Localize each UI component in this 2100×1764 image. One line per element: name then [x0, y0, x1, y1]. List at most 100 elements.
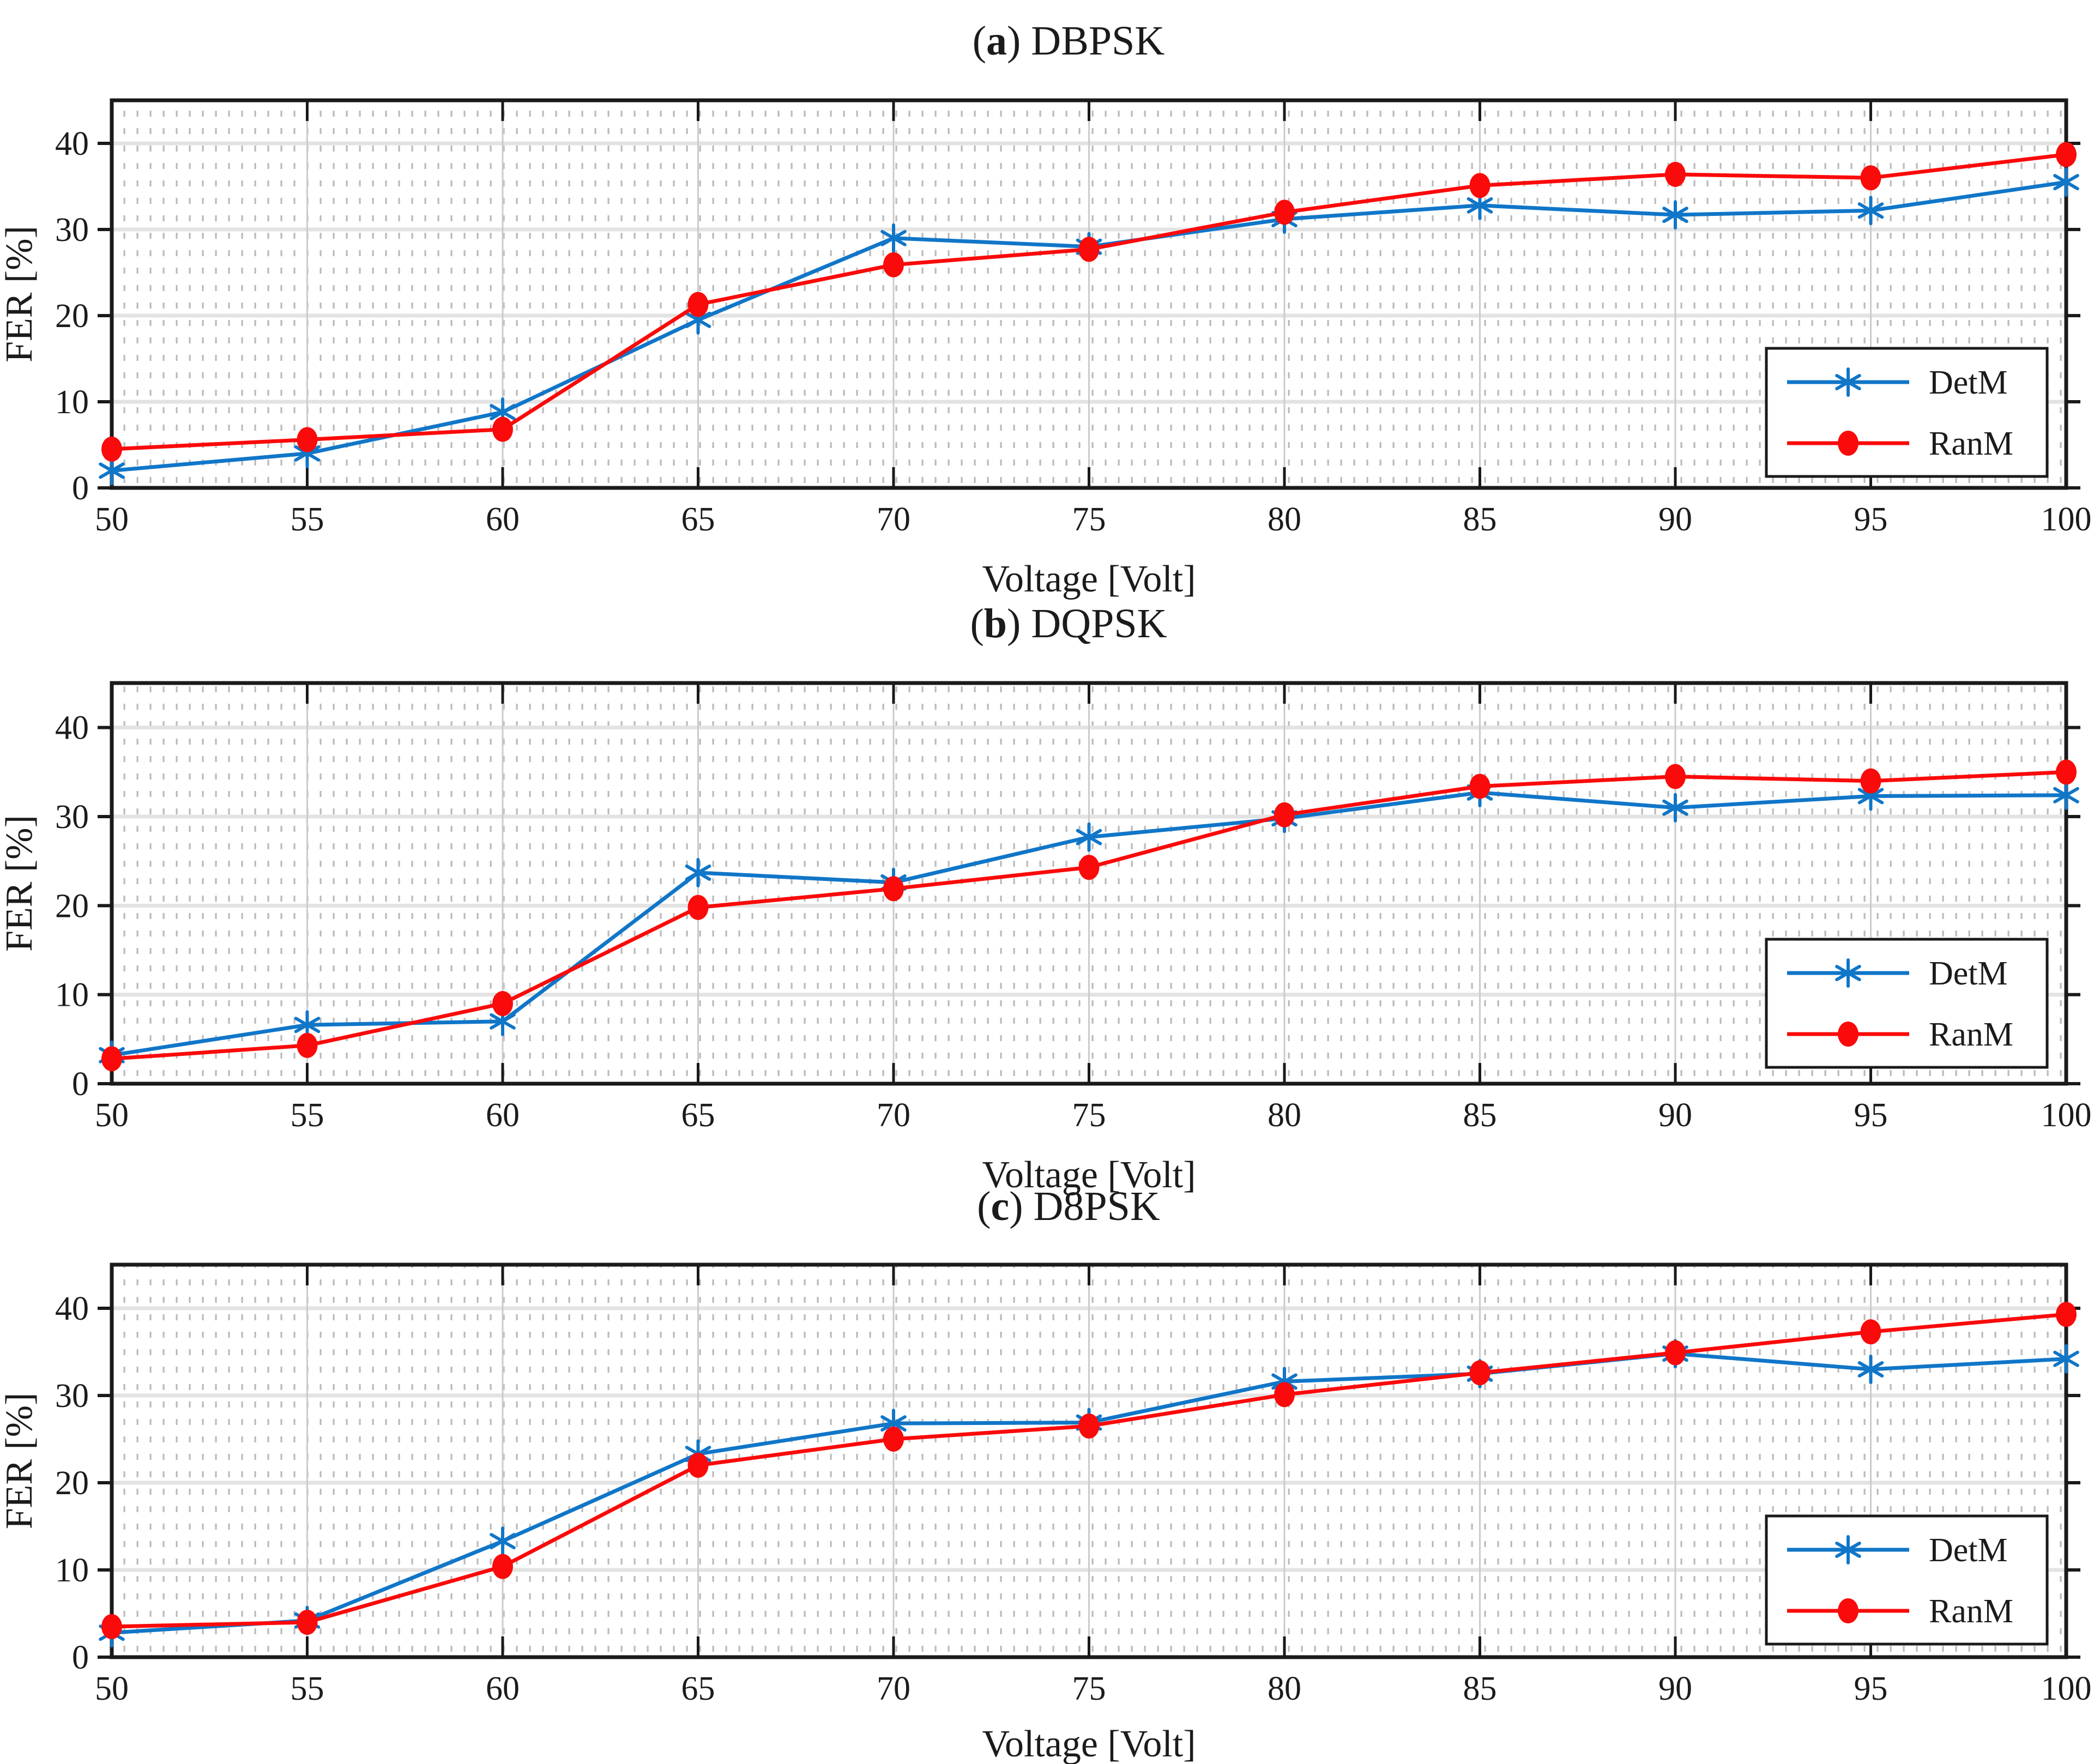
asterisk-marker [2053, 1344, 2079, 1374]
x-tick-label-70: 70 [877, 501, 910, 538]
x-tick-label-65: 65 [681, 1097, 715, 1134]
circle-marker [687, 292, 709, 317]
x-tick-label-60: 60 [486, 1097, 520, 1134]
circle-marker [101, 436, 122, 462]
circle-marker [492, 416, 513, 442]
circle-marker [1665, 1340, 1686, 1366]
x-tick-label-100: 100 [2041, 501, 2092, 538]
x-tick-label-65: 65 [681, 501, 715, 538]
asterisk-marker [1835, 367, 1861, 397]
circle-marker [297, 427, 318, 452]
subplot-c: 50 55 60 65 70 75 80 85 90 95 100 0 10 20 30 40 (c) D8PS… [0, 1183, 2092, 1764]
RanM-markers [101, 1302, 2077, 1639]
circle-marker [1665, 764, 1686, 789]
y-tick-label-20: 20 [55, 887, 89, 925]
legend-label-RanM: RanM [1929, 1016, 2013, 1053]
x-tick-label-60: 60 [486, 501, 520, 538]
x-tick-label-65: 65 [681, 1670, 715, 1707]
x-tick-label-80: 80 [1268, 501, 1301, 538]
RanM-markers [101, 759, 2077, 1072]
x-tick-label-75: 75 [1072, 501, 1106, 538]
x-axis-label-b: Voltage [Volt] [982, 1154, 1196, 1196]
circle-marker [883, 876, 904, 902]
x-tick-label-50: 50 [95, 1097, 129, 1134]
subplot-title-b: (b) DQPSK [970, 601, 1167, 647]
x-axis-label-a: Voltage [Volt] [982, 558, 1196, 600]
asterisk-marker [1076, 822, 1102, 852]
circle-marker [1469, 1360, 1490, 1386]
x-tick-label-100: 100 [2041, 1670, 2092, 1707]
circle-marker [2056, 1302, 2077, 1327]
subplot-title-c: (c) D8PSK [977, 1183, 1160, 1229]
asterisk-marker [1662, 200, 1688, 230]
y-tick-label-20: 20 [55, 298, 89, 335]
circle-marker [492, 991, 513, 1016]
x-tick-label-90: 90 [1658, 1097, 1692, 1134]
circle-marker [1274, 1382, 1295, 1407]
legend-b: DetM RanM [1765, 938, 2049, 1069]
y-tick-label-30: 30 [55, 799, 89, 836]
x-tick-label-95: 95 [1854, 501, 1888, 538]
legend-circle-marker [1838, 1022, 1858, 1047]
circle-marker [687, 895, 709, 920]
x-tick-label-80: 80 [1268, 1097, 1301, 1134]
circle-marker [101, 1614, 122, 1639]
x-tick-label-90: 90 [1658, 501, 1692, 538]
x-tick-label-75: 75 [1072, 1670, 1106, 1707]
legend-circle-marker [1838, 1598, 1858, 1623]
x-tick-label-95: 95 [1854, 1097, 1888, 1134]
y-axis-label-a: FER [%] [0, 226, 40, 363]
asterisk-marker [1835, 1535, 1861, 1564]
x-tick-label-80: 80 [1268, 1670, 1301, 1707]
circle-marker [297, 1032, 318, 1058]
circle-marker [2056, 142, 2077, 167]
circle-marker [1078, 855, 1100, 880]
asterisk-marker [99, 456, 125, 486]
circle-marker [1469, 774, 1490, 799]
y-tick-label-40: 40 [55, 1290, 89, 1327]
circle-marker [1860, 1319, 1881, 1345]
circle-marker [1860, 768, 1881, 794]
legend-box [1765, 1514, 2049, 1646]
y-tick-label-0: 0 [72, 470, 89, 507]
circle-marker [1274, 802, 1295, 827]
y-axis-label-c: FER [%] [0, 1393, 40, 1530]
x-tick-label-60: 60 [486, 1670, 520, 1707]
x-tick-label-100: 100 [2041, 1097, 2092, 1134]
asterisk-marker [1662, 793, 1688, 823]
x-tick-label-50: 50 [95, 1670, 129, 1707]
y-tick-label-30: 30 [55, 1378, 89, 1415]
circle-marker [297, 1610, 318, 1635]
subplot-a: 50 55 60 65 70 75 80 85 90 95 100 0 10 20 30 40 (a) DBPS… [0, 18, 2092, 600]
circle-marker [1078, 1413, 1100, 1439]
circle-marker [883, 1427, 904, 1452]
subplot-title-a: (a) DBPSK [973, 18, 1165, 64]
legend-label-RanM: RanM [1929, 425, 2013, 462]
legend-a: DetM RanM [1765, 347, 2049, 478]
x-tick-label-90: 90 [1658, 1670, 1692, 1707]
y-tick-label-10: 10 [55, 384, 89, 421]
legend-label-DetM: DetM [1929, 955, 2008, 992]
circle-marker [2056, 759, 2077, 785]
circle-marker [1469, 173, 1490, 198]
x-tick-label-70: 70 [877, 1097, 910, 1134]
x-tick-label-85: 85 [1463, 1097, 1497, 1134]
legend-label-DetM: DetM [1929, 364, 2008, 401]
circle-marker [1665, 161, 1686, 187]
x-tick-label-85: 85 [1463, 1670, 1497, 1707]
x-tick-label-85: 85 [1463, 501, 1497, 538]
y-tick-label-40: 40 [55, 710, 89, 747]
y-tick-label-0: 0 [72, 1639, 89, 1676]
x-tick-label-95: 95 [1854, 1670, 1888, 1707]
x-tick-label-55: 55 [291, 1097, 324, 1134]
legend-box [1765, 347, 2049, 478]
y-tick-label-30: 30 [55, 212, 89, 249]
asterisk-marker [1857, 1355, 1884, 1384]
asterisk-marker [1835, 958, 1861, 988]
y-tick-label-10: 10 [55, 1552, 89, 1589]
asterisk-marker [490, 1526, 516, 1556]
x-tick-label-70: 70 [877, 1670, 910, 1707]
asterisk-marker [2053, 780, 2079, 810]
